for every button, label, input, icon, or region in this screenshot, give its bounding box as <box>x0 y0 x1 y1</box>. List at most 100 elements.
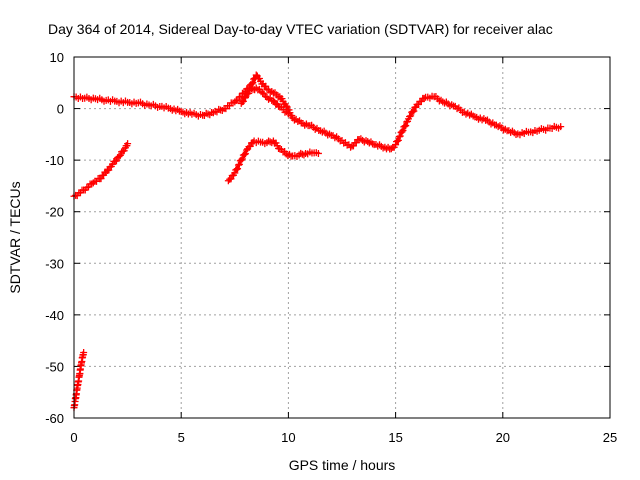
series-secondary-track <box>237 84 292 118</box>
y-tick-label: 0 <box>57 102 64 117</box>
data-point-fill <box>336 137 344 145</box>
data-point-fill <box>77 361 85 369</box>
data-point-fill <box>71 401 79 409</box>
data-point-fill <box>491 121 499 129</box>
data-point-fill <box>112 157 120 165</box>
data-point-fill <box>396 132 404 140</box>
data-point-fill <box>352 139 360 147</box>
data-point-fill <box>100 171 108 179</box>
data-point-fill <box>121 97 129 105</box>
data-point-fill <box>143 100 151 108</box>
chart-title: Day 364 of 2014, Sidereal Day-to-day VTE… <box>48 21 553 37</box>
data-point-fill <box>265 137 273 145</box>
data-point-fill <box>218 106 226 114</box>
data-point-fill <box>79 351 87 359</box>
data-point-fill <box>275 102 283 110</box>
data-point-fill <box>262 82 270 90</box>
data-point-fill <box>555 124 563 132</box>
data-point-fill <box>123 142 131 150</box>
data-point-fill <box>410 107 418 115</box>
data-point-fill <box>254 137 262 145</box>
data-point-fill <box>402 122 410 130</box>
data-point-fill <box>394 136 402 144</box>
x-tick-label: 10 <box>281 430 295 445</box>
data-point-fill <box>533 127 541 135</box>
grid <box>74 57 610 418</box>
data-point-fill <box>227 175 235 183</box>
y-tick-label: 10 <box>50 50 64 65</box>
data-point-fill <box>239 97 247 105</box>
data-point-fill <box>365 139 373 147</box>
data-point-fill <box>494 123 502 131</box>
series-mid-track <box>224 137 322 185</box>
data-point-fill <box>204 110 212 118</box>
data-point-fill <box>300 151 308 159</box>
data-point-fill <box>196 110 204 118</box>
data-point-fill <box>283 108 291 116</box>
data-point-fill <box>386 145 394 153</box>
data-point-fill <box>246 142 254 150</box>
data-point <box>89 179 97 187</box>
data-points <box>70 71 565 412</box>
data-point-fill <box>266 138 274 146</box>
data-point-fill <box>79 95 87 103</box>
data-point-fill <box>230 171 238 179</box>
data-point-fill <box>111 97 119 105</box>
data-point-fill <box>469 112 477 120</box>
data-point-fill <box>312 149 320 157</box>
x-tick-label: 0 <box>70 430 77 445</box>
y-tick-label: -40 <box>45 308 64 323</box>
series-early-rising-track <box>70 140 132 200</box>
x-tick-label: 20 <box>496 430 510 445</box>
data-point-fill <box>107 162 115 170</box>
y-tick-label: -10 <box>45 153 64 168</box>
data-point-fill <box>437 96 445 104</box>
data-point-fill <box>74 381 82 389</box>
data-point-fill <box>81 186 89 194</box>
data-point-fill <box>237 93 245 101</box>
data-point-fill <box>293 153 301 161</box>
data-point-fill <box>245 89 253 97</box>
data-point-fill <box>120 147 128 155</box>
data-point-fill <box>242 150 250 158</box>
x-axis-label: GPS time / hours <box>289 457 396 473</box>
data-point-fill <box>302 120 310 128</box>
data-point-fill <box>238 155 246 163</box>
data-point-fill <box>234 96 242 104</box>
data-point-fill <box>480 115 488 123</box>
data-point-fill <box>100 97 108 105</box>
data-point-fill <box>345 141 353 149</box>
data-point-fill <box>132 99 140 107</box>
data-point-fill <box>154 103 162 111</box>
data-point-fill <box>404 117 412 125</box>
series-low-track <box>70 349 88 412</box>
plot-frame <box>73 56 611 419</box>
data-point-fill <box>399 127 407 135</box>
data-point-fill <box>268 87 276 95</box>
x-tick-label: 5 <box>178 430 185 445</box>
y-tick-label: -50 <box>45 359 64 374</box>
data-point-fill <box>261 140 269 148</box>
y-tick-label: -20 <box>45 205 64 220</box>
data-point <box>115 153 123 161</box>
data-point-fill <box>390 143 398 151</box>
axis-ticks: 0 5 10 15 20 25 10 0 -10 -20 -30 -40 -50 -60 <box>45 50 617 445</box>
data-point-fill <box>458 108 466 116</box>
data-point-fill <box>501 125 509 133</box>
data-point-fill <box>116 151 124 159</box>
data-point-fill <box>255 74 263 82</box>
data-point-fill <box>297 149 305 157</box>
data-point-fill <box>448 101 456 109</box>
data-point-fill <box>242 94 250 102</box>
data-point-fill <box>234 165 242 173</box>
data-point-fill <box>105 166 113 174</box>
data-point-fill <box>281 147 289 155</box>
data-point-fill <box>235 160 243 168</box>
data-point-fill <box>175 107 183 115</box>
x-tick-label: 25 <box>603 430 617 445</box>
y-axis-label: SDTVAR / TECUs <box>7 181 23 293</box>
data-point-fill <box>407 112 415 120</box>
y-tick-label: -60 <box>45 411 64 426</box>
y-tick-label: -30 <box>45 256 64 271</box>
